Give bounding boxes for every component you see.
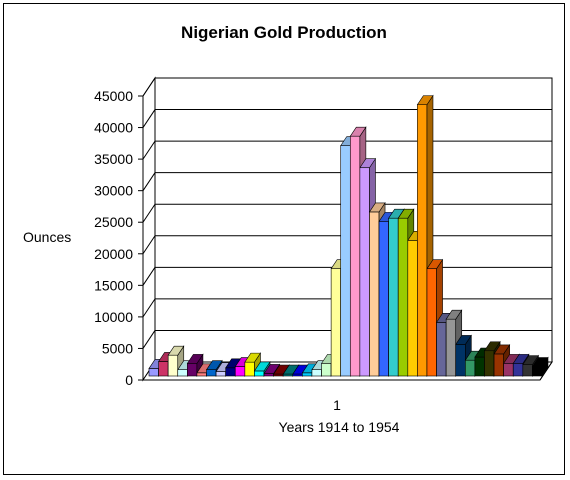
bar-top bbox=[186, 354, 204, 364]
bar-top bbox=[493, 344, 511, 355]
bar-front bbox=[340, 145, 351, 377]
bar-top bbox=[483, 341, 501, 352]
y-tick-label: 15000 bbox=[94, 277, 133, 293]
bar-front bbox=[187, 363, 198, 377]
bar-top bbox=[445, 309, 463, 320]
bar-front bbox=[445, 318, 457, 377]
bar-top bbox=[522, 355, 539, 365]
gridline-side bbox=[142, 109, 156, 128]
bar-front bbox=[244, 361, 255, 377]
bar-front bbox=[330, 268, 342, 377]
gridline-side bbox=[142, 298, 156, 318]
bar-front bbox=[388, 217, 399, 377]
bar-front bbox=[263, 373, 274, 377]
bar-top bbox=[244, 352, 261, 363]
y-tick-label: 40000 bbox=[94, 120, 133, 136]
bar-front bbox=[407, 240, 418, 377]
bar-front bbox=[378, 221, 389, 377]
x-axis-label: Years 1914 to 1954 bbox=[279, 419, 400, 435]
bar-front bbox=[234, 366, 246, 377]
bar-front bbox=[311, 369, 322, 377]
bar-front bbox=[177, 369, 188, 377]
gridline-side bbox=[142, 267, 156, 286]
bar-front bbox=[215, 371, 226, 377]
gridline-side bbox=[142, 330, 156, 349]
gridline-side bbox=[142, 203, 156, 223]
bar-front bbox=[321, 363, 332, 377]
bar-front bbox=[359, 167, 370, 377]
bar-top bbox=[167, 345, 185, 356]
chart-title: Nigerian Gold Production bbox=[181, 23, 387, 42]
bar-front bbox=[148, 368, 159, 377]
bar-front bbox=[426, 268, 437, 377]
bar-front bbox=[206, 369, 217, 377]
bar-front bbox=[196, 372, 207, 377]
bar-top bbox=[512, 354, 530, 364]
bar-front bbox=[484, 350, 495, 377]
bar-front bbox=[512, 363, 524, 377]
bar-top bbox=[205, 360, 223, 370]
bar-top bbox=[416, 95, 434, 105]
bar-front bbox=[455, 344, 466, 377]
bar-front bbox=[522, 364, 533, 377]
bar-front bbox=[493, 353, 504, 377]
bar-front bbox=[349, 135, 361, 377]
bar-top bbox=[426, 259, 444, 270]
gridline-side bbox=[142, 235, 156, 255]
x-tick-label: 1 bbox=[333, 397, 341, 413]
bar-front bbox=[474, 356, 485, 377]
y-axis-label: Ounces bbox=[23, 229, 71, 245]
bar-front bbox=[397, 217, 409, 377]
gridline-side bbox=[142, 140, 156, 160]
y-tick-label: 30000 bbox=[94, 183, 133, 199]
bar-front bbox=[167, 354, 179, 377]
bar-front bbox=[465, 359, 476, 377]
bar-top bbox=[368, 202, 386, 213]
bar-front bbox=[369, 211, 380, 377]
y-tick-label: 25000 bbox=[94, 214, 133, 230]
bar-top bbox=[253, 361, 271, 372]
bar-front bbox=[158, 361, 169, 377]
bar-front bbox=[302, 372, 313, 377]
bar-top bbox=[349, 126, 367, 137]
bar-top bbox=[397, 208, 415, 219]
bar-top bbox=[531, 357, 549, 367]
bar bbox=[531, 356, 549, 377]
bar-top bbox=[455, 335, 472, 345]
bar-front bbox=[225, 367, 236, 377]
y-tick-label: 35000 bbox=[94, 151, 133, 167]
bar-top bbox=[263, 364, 281, 374]
gridline-side bbox=[142, 172, 156, 191]
y-tick-label: 20000 bbox=[94, 246, 133, 262]
y-tick-label: 10000 bbox=[94, 309, 133, 325]
y-tick-label: 0 bbox=[125, 372, 133, 388]
bar-front bbox=[532, 366, 543, 377]
bar-front bbox=[417, 104, 428, 377]
bar-front bbox=[436, 322, 447, 377]
side-wall bbox=[142, 76, 156, 382]
y-tick-label: 5000 bbox=[102, 340, 133, 356]
gridline-side bbox=[142, 77, 156, 97]
floor-edge bbox=[539, 361, 553, 381]
bar-front bbox=[503, 363, 514, 377]
bar-top bbox=[359, 158, 377, 169]
bar-front bbox=[254, 370, 265, 377]
y-tick-label: 45000 bbox=[94, 88, 133, 104]
